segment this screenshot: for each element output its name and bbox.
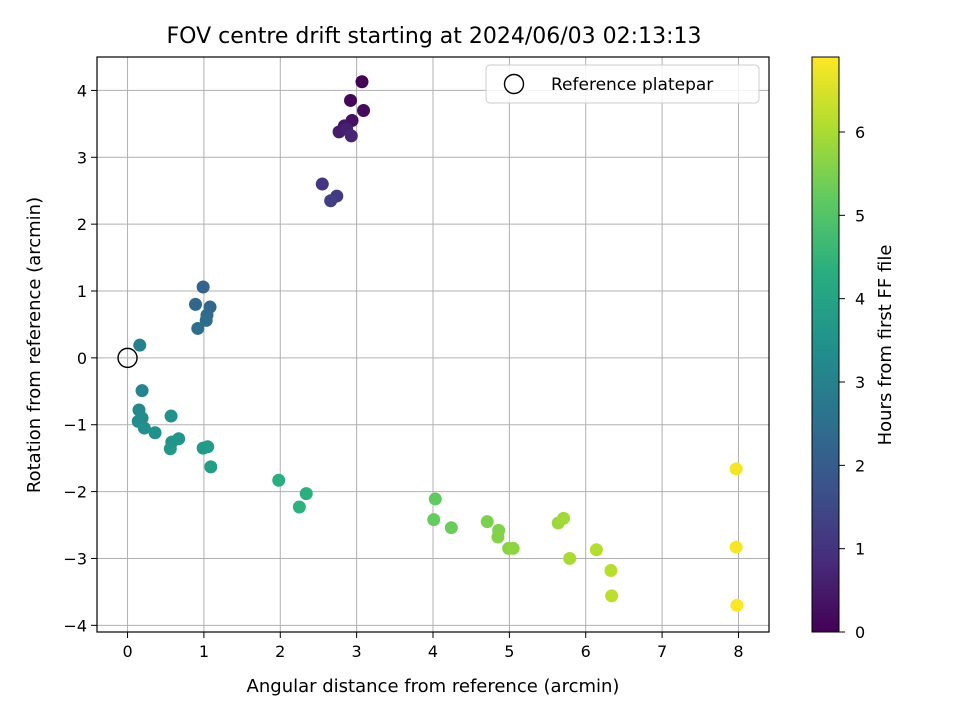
y-tick-label: −4	[63, 616, 87, 635]
data-point-26	[172, 432, 186, 446]
data-point-12	[189, 297, 203, 311]
colorbar: 0 1 2 3 4 5 6 Hours from first FF file	[811, 56, 896, 642]
data-point-48	[729, 462, 743, 476]
data-points	[131, 75, 744, 612]
x-tick-label: 5	[504, 642, 514, 661]
y-axis-ticks: −4 −3 −2 −1 0 1 2 3 4	[63, 81, 97, 635]
colorbar-tick-label: 4	[855, 290, 865, 309]
x-tick-label: 8	[733, 642, 743, 661]
colorbar-tick-label: 2	[855, 456, 865, 475]
data-point-33	[292, 500, 306, 514]
data-point-18	[135, 384, 149, 398]
data-point-45	[589, 543, 603, 557]
data-point-7	[344, 129, 358, 143]
x-tick-label: 3	[352, 642, 362, 661]
data-point-31	[272, 473, 286, 487]
data-point-32	[299, 487, 313, 501]
data-point-24	[164, 409, 178, 423]
y-tick-label: −1	[63, 416, 87, 435]
data-point-29	[201, 440, 215, 454]
legend-box	[485, 64, 760, 104]
reference-marker	[117, 347, 138, 369]
y-tick-label: 1	[77, 282, 87, 301]
colorbar-tick-label: 3	[855, 373, 865, 392]
data-point-44	[563, 551, 577, 565]
y-tick-label: −3	[63, 549, 87, 568]
data-point-41	[506, 541, 520, 555]
colorbar-tick-label: 5	[855, 206, 865, 225]
x-tick-label: 6	[581, 642, 591, 661]
colorbar-tick-label: 6	[855, 123, 865, 142]
data-point-47	[605, 589, 619, 603]
x-tick-label: 1	[199, 642, 209, 661]
data-point-39	[491, 530, 505, 544]
data-point-23	[148, 426, 162, 440]
colorbar-ticks: 0 1 2 3 4 5 6	[839, 123, 865, 642]
legend-marker-reference	[503, 73, 525, 95]
chart-title: FOV centre drift starting at 2024/06/03 …	[167, 24, 702, 49]
y-tick-label: 0	[77, 349, 87, 368]
data-point-30	[204, 460, 218, 474]
data-point-2	[357, 103, 371, 117]
colorbar-tick-label: 0	[855, 623, 865, 642]
x-axis-ticks: 0 1 2 3 4 5 6 7 8	[122, 632, 744, 661]
data-point-43	[557, 511, 571, 525]
legend: Reference platepar	[485, 64, 760, 104]
colorbar-label: Hours from first FF file	[875, 245, 896, 446]
data-point-49	[729, 540, 743, 554]
data-point-50	[730, 598, 744, 612]
y-tick-label: −2	[63, 483, 87, 502]
data-point-27	[163, 442, 177, 456]
data-point-15	[199, 313, 213, 327]
x-tick-label: 4	[428, 642, 438, 661]
data-point-16	[191, 321, 205, 335]
data-point-0	[355, 75, 369, 89]
y-axis-label: Rotation from reference (arcmin)	[24, 197, 45, 493]
data-point-17	[133, 338, 147, 352]
data-point-46	[604, 563, 618, 577]
data-point-37	[480, 515, 494, 529]
x-axis-label: Angular distance from reference (arcmin)	[247, 676, 620, 697]
data-point-10	[324, 194, 338, 208]
grid-lines	[97, 57, 769, 632]
legend-label-reference: Reference platepar	[551, 75, 713, 95]
data-point-34	[428, 492, 442, 506]
colorbar-tick-label: 1	[855, 540, 865, 559]
x-tick-label: 7	[657, 642, 667, 661]
data-point-35	[427, 513, 441, 527]
data-point-36	[444, 521, 458, 535]
reference-point	[117, 347, 138, 369]
y-tick-label: 4	[77, 81, 87, 100]
x-tick-label: 2	[275, 642, 285, 661]
data-point-22	[137, 421, 151, 435]
data-point-11	[196, 280, 210, 294]
y-tick-label: 2	[77, 215, 87, 234]
data-point-8	[315, 177, 329, 191]
y-tick-label: 3	[77, 148, 87, 167]
colorbar-gradient	[811, 56, 840, 633]
x-tick-label: 0	[122, 642, 132, 661]
data-point-1	[344, 93, 358, 107]
